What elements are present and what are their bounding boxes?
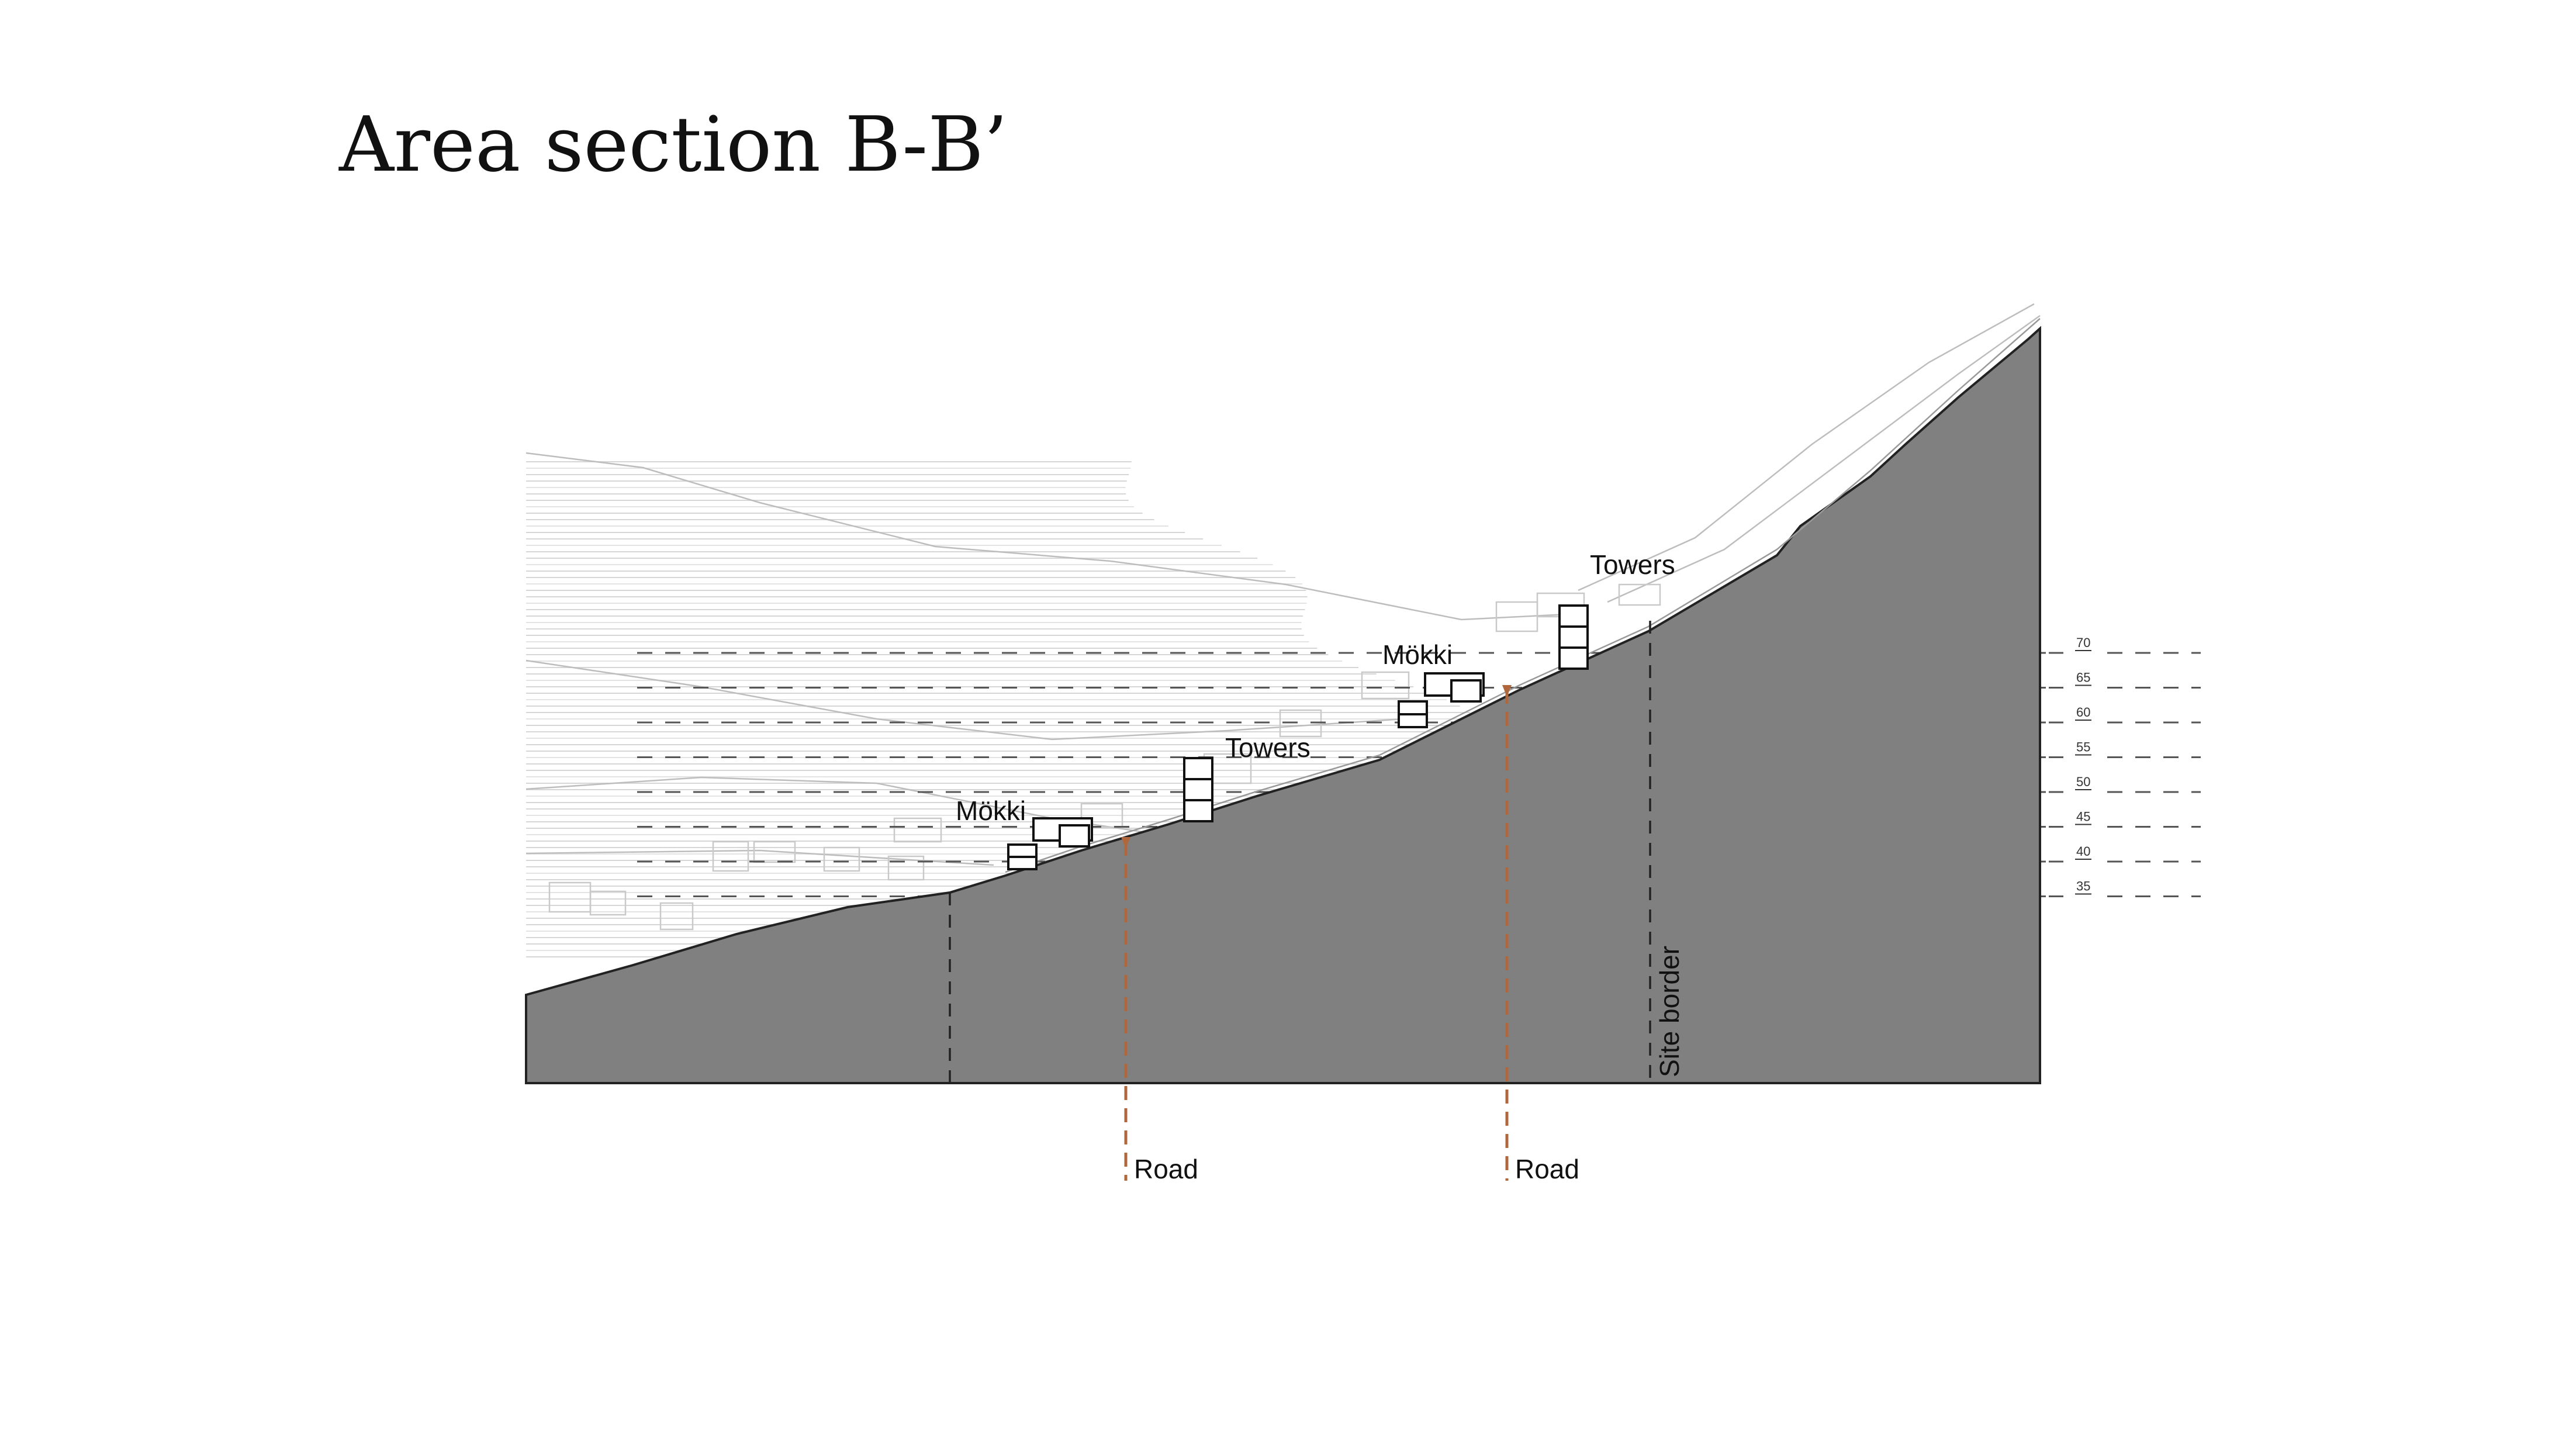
elevation-marker-40: 40 <box>2076 844 2090 859</box>
label-towers-upper: Towers <box>1590 549 1675 580</box>
elevation-marker-60: 60 <box>2076 705 2090 720</box>
elevation-marker-45: 45 <box>2076 810 2090 824</box>
label-towers-lower: Towers <box>1225 732 1311 763</box>
background-ridge-lines <box>525 303 2041 866</box>
elevation-markers: 70 65 60 55 50 45 40 35 <box>2075 635 2091 895</box>
label-road-left: Road <box>1134 1154 1198 1184</box>
elevation-marker-35: 35 <box>2076 879 2090 894</box>
road-marker-right <box>1502 685 1512 1181</box>
terrain-surface-line <box>1005 318 2041 873</box>
upper-mokki-buildings <box>1398 672 1485 728</box>
elevation-marker-65: 65 <box>2076 670 2090 685</box>
lower-mokki-buildings <box>1007 817 1093 870</box>
elevation-marker-55: 55 <box>2076 740 2090 755</box>
terrain-section <box>525 326 2041 1084</box>
background-buildings <box>548 583 1661 931</box>
upper-towers-building <box>1558 604 1589 670</box>
label-mokki-lower: Mökki <box>956 796 1026 826</box>
label-site-border: Site border <box>1654 946 1685 1077</box>
label-mokki-upper: Mökki <box>1382 639 1453 670</box>
elevation-marker-50: 50 <box>2076 774 2090 789</box>
road-marker-left <box>1121 837 1130 1181</box>
page-title: Area section B-B’ <box>338 100 1008 189</box>
label-road-right: Road <box>1515 1154 1579 1184</box>
lower-towers-building <box>1183 757 1213 822</box>
elevation-marker-70: 70 <box>2076 635 2090 650</box>
